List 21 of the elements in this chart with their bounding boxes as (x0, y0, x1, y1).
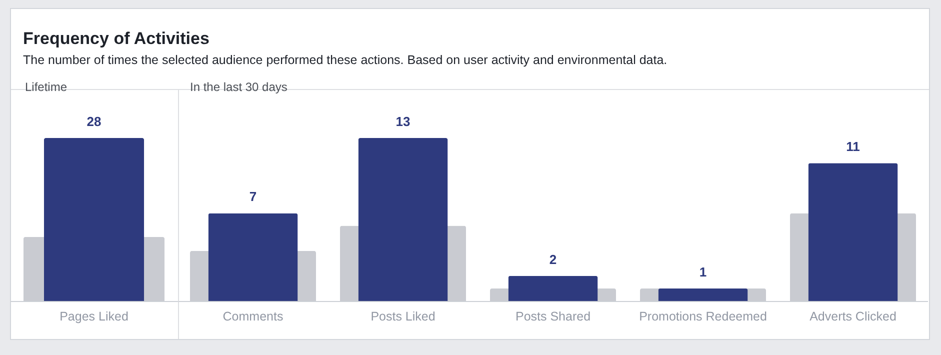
x-tick-label: Adverts Clicked (810, 310, 896, 324)
data-label: 2 (549, 252, 557, 267)
x-tick-label: Pages Liked (60, 310, 128, 324)
data-label: 7 (249, 189, 257, 204)
data-label: 1 (699, 264, 707, 280)
bar (358, 138, 448, 301)
x-tick-label: Comments (222, 310, 284, 324)
chart-title: Lifetime (25, 80, 68, 94)
chart-title: In the last 30 days (190, 80, 288, 94)
bar (658, 288, 748, 301)
data-label: 13 (396, 114, 410, 129)
text: The number of times the selected audience performed these actions. Based on user activity and environmental data. (23, 53, 668, 67)
bar (808, 163, 898, 301)
text: Frequency of Activities (23, 29, 210, 49)
x-tick-label: Posts Liked (370, 310, 436, 324)
data-label: 28 (86, 114, 102, 129)
x-tick-label: Promotions Redeemed (639, 310, 767, 324)
data-label: 11 (846, 139, 860, 154)
bar (508, 276, 598, 301)
bar (208, 213, 298, 301)
x-tick-label: Posts Shared (515, 310, 591, 324)
